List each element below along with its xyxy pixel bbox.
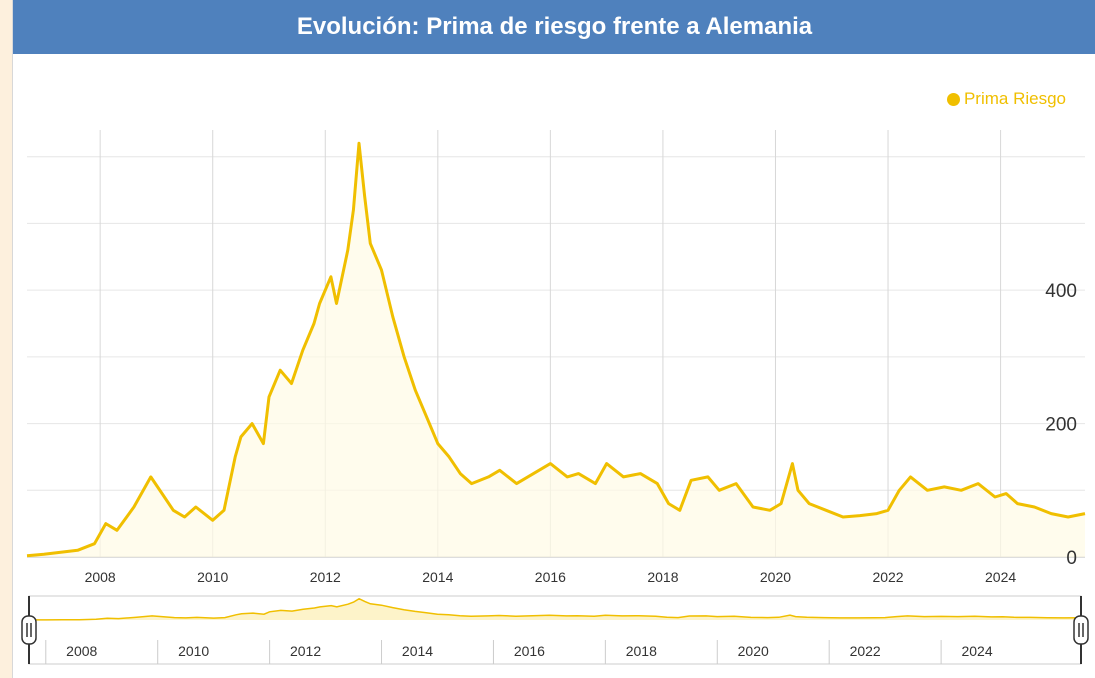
x-tick-label: 2018: [647, 569, 678, 585]
x-tick-label: 2022: [872, 569, 903, 585]
navigator-tick-label: 2018: [626, 643, 657, 659]
series-area: [27, 143, 1085, 558]
x-tick-label: 2008: [85, 569, 116, 585]
legend-item[interactable]: Prima Riesgo: [946, 89, 1066, 109]
navigator-area: [29, 598, 1081, 620]
navigator-tick-label: 2014: [402, 643, 433, 659]
x-tick-label: 2016: [535, 569, 566, 585]
x-tick-label: 2014: [422, 569, 453, 585]
x-tick-label: 2012: [310, 569, 341, 585]
navigator-tick-label: 2022: [850, 643, 881, 659]
navigator-left-handle[interactable]: [21, 615, 37, 645]
navigator-line: [29, 597, 1082, 621]
legend-marker-icon: [946, 92, 960, 106]
navigator-tick-label: 2016: [514, 643, 545, 659]
navigator-tick-label: 2008: [66, 643, 97, 659]
chart-title: Evolución: Prima de riesgo frente a Alem…: [13, 0, 1095, 54]
series-line-prima-riesgo: [26, 141, 1086, 558]
legend-label: Prima Riesgo: [963, 89, 1066, 108]
navigator-frame: [28, 595, 1082, 665]
chart-canvas: 0 200 400 2008 2010 2012 2014 2016 2018 2020 2022 2…: [21, 130, 1089, 665]
navigator-tick-label: 2012: [290, 643, 321, 659]
x-tick-label: 2010: [197, 569, 228, 585]
y-tick-label: 400: [1045, 281, 1077, 302]
x-tick-label: 2020: [760, 569, 791, 585]
x-tick-label: 2024: [985, 569, 1016, 585]
navigator-tick-label: 2020: [738, 643, 769, 659]
y-tick-label: 200: [1045, 415, 1077, 436]
navigator-tick-label: 2010: [178, 643, 209, 659]
chart-panel: Evolución: Prima de riesgo frente a Alem…: [12, 0, 1095, 678]
y-tick-label: 0: [1066, 548, 1077, 569]
navigator-tick-label: 2024: [961, 643, 992, 659]
navigator-right-handle[interactable]: [1073, 615, 1089, 645]
